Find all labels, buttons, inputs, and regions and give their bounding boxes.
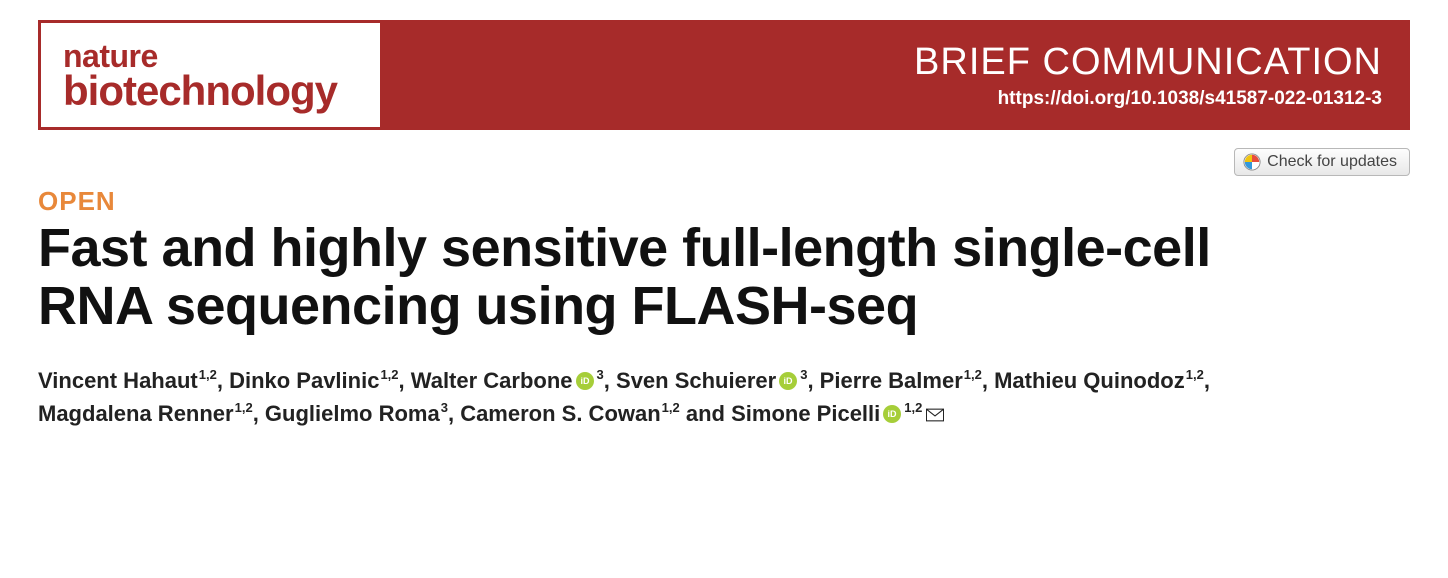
author-affiliation: 3 bbox=[800, 367, 807, 382]
article-type: BRIEF COMMUNICATION bbox=[914, 41, 1382, 84]
journal-name-line2: biotechnology bbox=[63, 71, 358, 111]
journal-logo-box: nature biotechnology bbox=[38, 20, 383, 130]
author-affiliation: 1,2 bbox=[380, 367, 398, 382]
orcid-icon: iD bbox=[779, 372, 797, 390]
author-affiliation: 3 bbox=[597, 367, 604, 382]
author-affiliation: 3 bbox=[441, 400, 448, 415]
author-affiliation: 1,2 bbox=[662, 400, 680, 415]
check-updates-button[interactable]: Check for updates bbox=[1234, 148, 1410, 176]
updates-row: Check for updates bbox=[38, 148, 1410, 176]
author-list: Vincent Hahaut1,2, Dinko Pavlinic1,2, Wa… bbox=[38, 364, 1318, 430]
author: Guglielmo Roma bbox=[265, 401, 440, 426]
svg-text:iD: iD bbox=[888, 409, 898, 419]
header-banner: nature biotechnology BRIEF COMMUNICATION… bbox=[38, 20, 1410, 130]
author: Vincent Hahaut bbox=[38, 368, 198, 393]
author: Magdalena Renner bbox=[38, 401, 234, 426]
svg-text:iD: iD bbox=[580, 376, 590, 386]
orcid-icon: iD bbox=[883, 405, 901, 423]
orcid-icon: iD bbox=[576, 372, 594, 390]
author-affiliation: 1,2 bbox=[904, 400, 922, 415]
open-access-label: OPEN bbox=[38, 186, 1410, 217]
svg-text:iD: iD bbox=[784, 376, 794, 386]
author: Dinko Pavlinic bbox=[229, 368, 379, 393]
article-title: Fast and highly sensitive full-length si… bbox=[38, 219, 1318, 336]
doi-link[interactable]: https://doi.org/10.1038/s41587-022-01312… bbox=[998, 88, 1382, 110]
author-affiliation: 1,2 bbox=[964, 367, 982, 382]
author: Cameron S. Cowan bbox=[460, 401, 660, 426]
article-type-banner: BRIEF COMMUNICATION https://doi.org/10.1… bbox=[383, 20, 1410, 130]
author: Pierre Balmer bbox=[820, 368, 963, 393]
author-affiliation: 1,2 bbox=[1186, 367, 1204, 382]
envelope-icon bbox=[926, 408, 944, 422]
author: Mathieu Quinodoz bbox=[994, 368, 1185, 393]
author: Walter Carbone bbox=[411, 368, 573, 393]
author: Sven Schuierer bbox=[616, 368, 776, 393]
check-updates-label: Check for updates bbox=[1267, 153, 1397, 171]
author-affiliation: 1,2 bbox=[199, 367, 217, 382]
crossmark-icon bbox=[1243, 153, 1261, 171]
author: Simone Picelli bbox=[731, 401, 880, 426]
author-affiliation: 1,2 bbox=[235, 400, 253, 415]
